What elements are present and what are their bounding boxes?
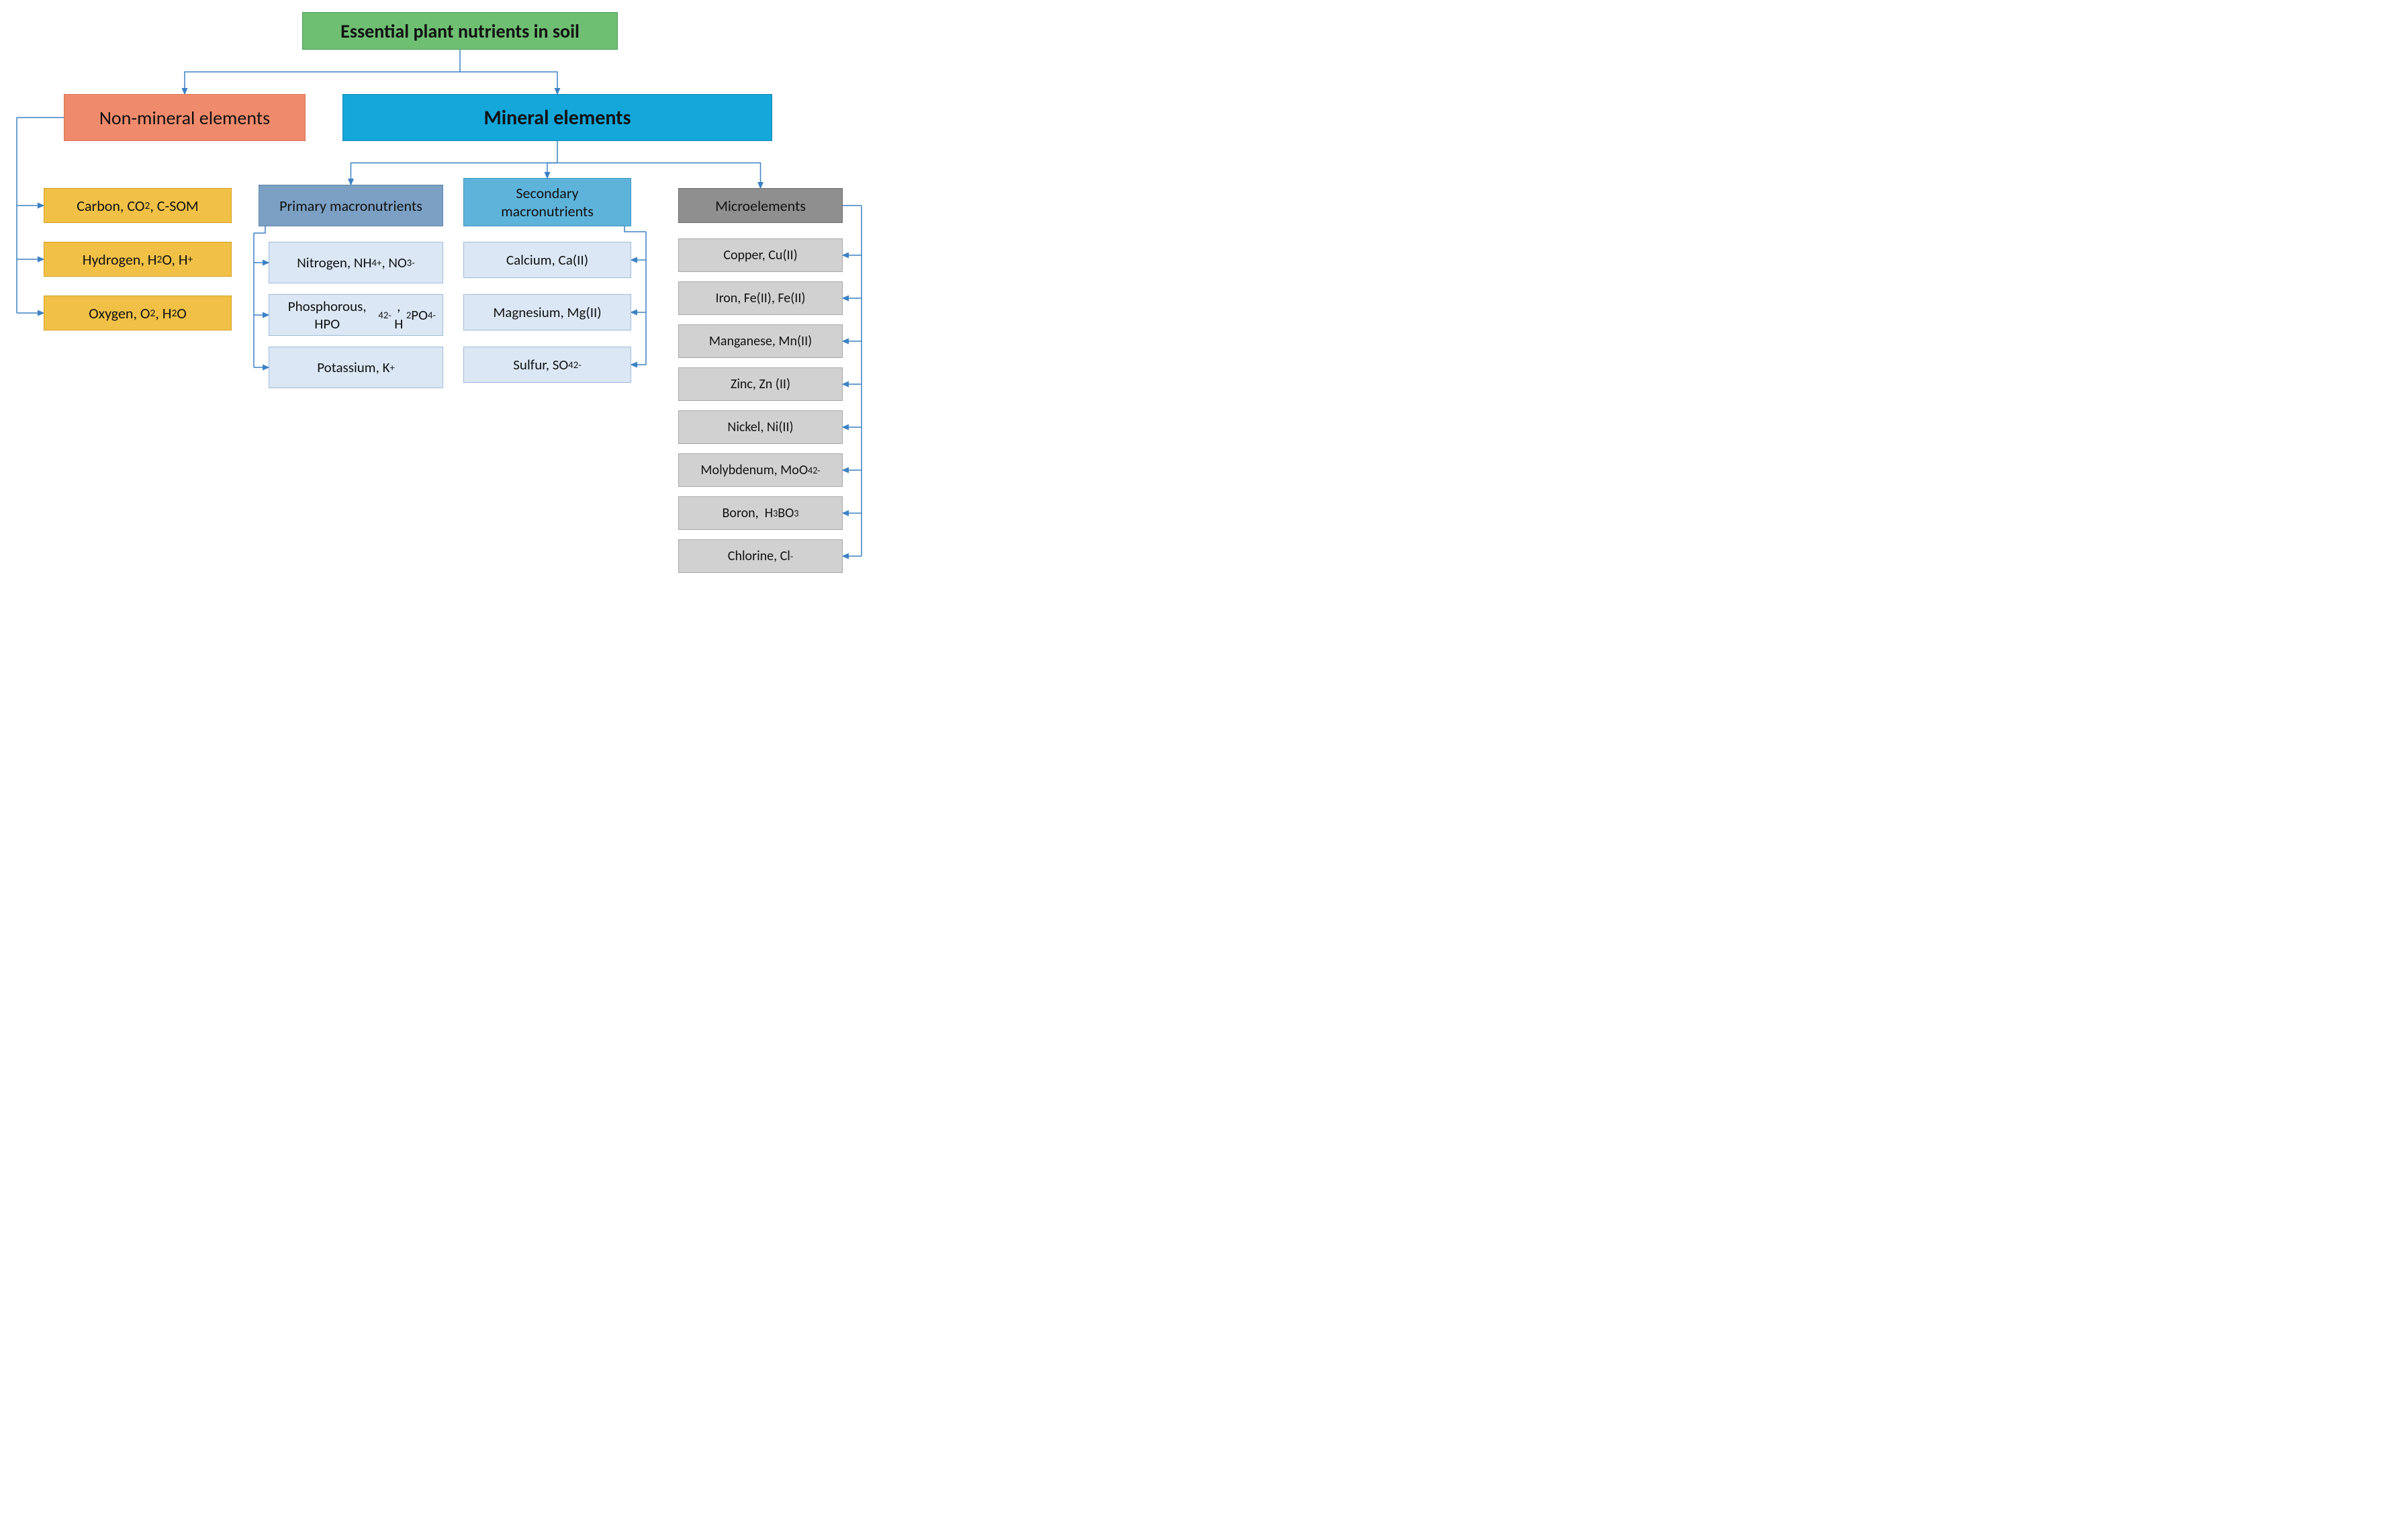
nonmineral-item-1: Hydrogen, H2O, H+ xyxy=(44,242,232,277)
micro-item-5: Molybdenum, MoO42- xyxy=(678,453,843,487)
micro-item-1: Iron, Fe(II), Fe(II) xyxy=(678,281,843,315)
primary-header: Primary macronutrients xyxy=(259,185,443,226)
secondary-item-0: Calcium, Ca(II) xyxy=(463,242,631,278)
primary-item-1: Phosphorous, HPO42-, H2PO4- xyxy=(269,294,443,336)
micro-item-7: Chlorine, Cl- xyxy=(678,539,843,573)
micro-header: Microelements xyxy=(678,188,843,223)
micro-item-2: Manganese, Mn(II) xyxy=(678,324,843,358)
secondary-item-2: Sulfur, SO42- xyxy=(463,347,631,383)
micro-item-6: Boron, H3BO3 xyxy=(678,496,843,530)
nonmineral-item-2: Oxygen, O2, H2O xyxy=(44,296,232,330)
micro-item-4: Nickel, Ni(II) xyxy=(678,410,843,444)
nonmineral-item-0: Carbon, CO2, C-SOM xyxy=(44,188,232,223)
micro-item-3: Zinc, Zn (II) xyxy=(678,367,843,401)
nonmineral-header: Non-mineral elements xyxy=(64,94,306,141)
primary-item-2: Potassium, K+ xyxy=(269,347,443,388)
secondary-header: Secondary macronutrients xyxy=(463,178,631,226)
title-box: Essential plant nutrients in soil xyxy=(302,12,618,50)
mineral-header: Mineral elements xyxy=(342,94,772,141)
secondary-item-1: Magnesium, Mg(II) xyxy=(463,294,631,330)
primary-item-0: Nitrogen, NH4+, NO3- xyxy=(269,242,443,283)
micro-item-0: Copper, Cu(II) xyxy=(678,238,843,272)
